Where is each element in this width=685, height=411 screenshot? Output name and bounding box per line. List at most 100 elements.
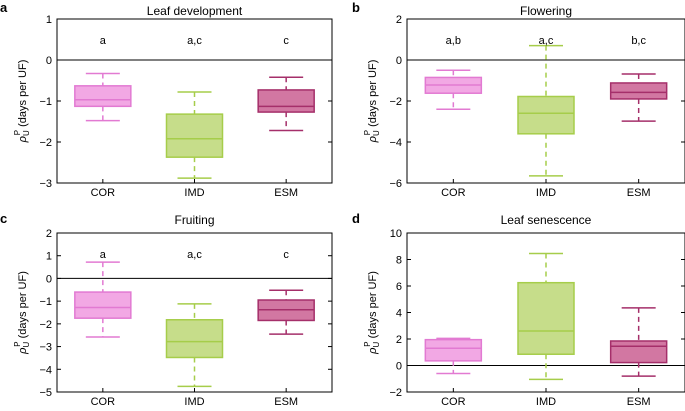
- y-tick-label: 0: [396, 55, 402, 67]
- box-esm: [257, 289, 315, 335]
- y-tick-label: −1: [39, 96, 52, 108]
- iqr-box: [257, 89, 315, 113]
- box-imd: [517, 252, 575, 381]
- panel-c: c Fruiting 2 1 0 −1 −2 −3 −4 −5 ρUP (days per UF) C…: [0, 211, 333, 408]
- box-cor: [74, 261, 132, 338]
- iqr-box: [517, 281, 575, 355]
- box-imd: [165, 303, 224, 388]
- box-cor: [424, 69, 483, 110]
- x-tick-label: ESM: [274, 396, 298, 406]
- box-cor: [74, 72, 132, 122]
- x-tick-label: IMD: [536, 187, 556, 199]
- y-tick-label: 2: [396, 334, 402, 346]
- box-esm: [257, 76, 315, 132]
- iqr-box: [609, 82, 668, 100]
- y-tick-label: −2: [389, 387, 402, 399]
- box-imd: [517, 44, 575, 177]
- box-esm: [609, 73, 668, 122]
- panel-letter: d: [352, 211, 360, 226]
- iqr-box: [424, 338, 483, 362]
- y-tick-label: 0: [396, 361, 402, 373]
- y-tick-label: −1: [39, 296, 52, 308]
- box-cor: [424, 337, 483, 375]
- y-label-symbol: ρ: [17, 348, 29, 355]
- panel-letter: b: [352, 0, 360, 15]
- x-tick-label: IMD: [184, 187, 204, 199]
- y-tick-label: 2: [396, 14, 402, 26]
- y-axis-label: ρUP (days per UF): [363, 271, 381, 355]
- panel-letter: c: [0, 211, 7, 226]
- y-label-subscript: U: [22, 130, 31, 136]
- iqr-box: [74, 291, 132, 319]
- y-label-superscript: P: [363, 130, 372, 135]
- y-tick-label: −3: [39, 342, 52, 354]
- y-tick-label: −2: [389, 96, 402, 108]
- y-tick-label: 1: [46, 251, 52, 263]
- y-label-symbol: ρ: [367, 348, 379, 355]
- x-tick-label: ESM: [627, 187, 651, 199]
- y-tick-label: −2: [39, 319, 52, 331]
- x-tick-label: COR: [441, 396, 466, 406]
- y-label-subscript: U: [372, 342, 381, 348]
- chart-title: Leaf development: [147, 4, 243, 18]
- y-tick-label: 2: [46, 228, 52, 240]
- significance-label: c: [283, 35, 289, 47]
- significance-label: b,c: [631, 35, 646, 47]
- y-axis-label: ρUP (days per UF): [13, 60, 31, 144]
- iqr-box: [165, 113, 224, 158]
- x-tick-label: COR: [91, 396, 116, 406]
- y-tick-label: −4: [389, 137, 402, 149]
- y-tick-label: −6: [389, 178, 402, 190]
- x-tick-label: ESM: [627, 396, 651, 406]
- box-imd: [165, 91, 224, 179]
- y-label-text: (days per UF): [17, 60, 29, 130]
- significance-label: a,b: [446, 35, 461, 47]
- iqr-box: [165, 319, 224, 359]
- y-tick-label: 6: [396, 281, 402, 293]
- y-label-text: (days per UF): [17, 271, 29, 341]
- x-tick-label: COR: [441, 187, 466, 199]
- y-tick-label: 0: [46, 55, 52, 67]
- y-tick-label: 4: [396, 308, 402, 320]
- y-label-text: (days per UF): [367, 271, 379, 341]
- iqr-box: [517, 95, 575, 135]
- significance-label: a: [100, 35, 107, 47]
- significance-label: a: [100, 249, 107, 261]
- y-label-superscript: P: [363, 341, 372, 346]
- y-label-text: (days per UF): [367, 60, 379, 130]
- y-label-superscript: P: [13, 341, 22, 346]
- y-tick-label: 1: [46, 14, 52, 26]
- x-tick-label: IMD: [184, 396, 204, 406]
- y-tick-label: −2: [39, 137, 52, 149]
- panel-b: b Flowering 2 0 −2 −4 −6 ρUP (days per UF) COR a,…: [352, 0, 685, 199]
- y-label-symbol: ρ: [17, 136, 29, 143]
- chart-title: Fruiting: [174, 213, 214, 227]
- significance-label: a,c: [187, 249, 202, 261]
- y-tick-label: −5: [39, 387, 52, 399]
- y-label-symbol: ρ: [367, 136, 379, 143]
- box-esm: [609, 307, 668, 377]
- y-label-subscript: U: [22, 342, 31, 348]
- x-tick-label: ESM: [274, 187, 298, 199]
- y-axis-label: ρUP (days per UF): [363, 60, 381, 144]
- y-tick-label: 8: [396, 255, 402, 267]
- y-label-superscript: P: [13, 130, 22, 135]
- panel-d: d Leaf senescence 10 8 6 4 2 0 −2 ρUP (days per U…: [352, 211, 685, 408]
- significance-label: a,c: [539, 35, 554, 47]
- panel-a: a Leaf development 1 0 −1 −2 −3 ρUP (days per U…: [0, 0, 333, 199]
- x-tick-label: COR: [91, 187, 116, 199]
- significance-label: c: [283, 249, 289, 261]
- y-tick-label: −4: [39, 364, 52, 376]
- y-label-subscript: U: [372, 130, 381, 136]
- iqr-box: [74, 85, 132, 108]
- y-tick-label: 10: [390, 228, 402, 240]
- y-tick-label: 0: [46, 273, 52, 285]
- iqr-box: [609, 340, 668, 364]
- chart-title: Leaf senescence: [501, 213, 592, 227]
- y-tick-label: −3: [39, 178, 52, 190]
- y-axis-label: ρUP (days per UF): [13, 271, 31, 355]
- chart-title: Flowering: [520, 4, 572, 18]
- panel-letter: a: [0, 0, 8, 15]
